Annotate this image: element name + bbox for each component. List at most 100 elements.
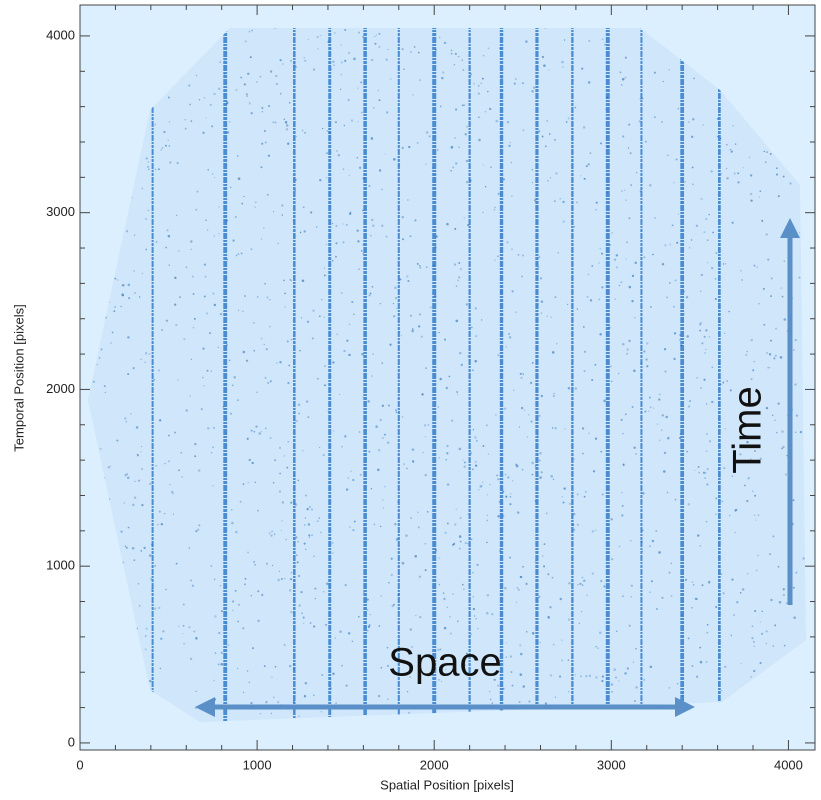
speckle	[409, 50, 412, 53]
speckle	[661, 596, 664, 599]
speckle	[283, 643, 286, 646]
speckle	[595, 646, 597, 648]
speckle	[264, 141, 267, 144]
speckle	[257, 509, 259, 512]
speckle	[526, 436, 528, 438]
speckle	[357, 240, 360, 243]
speckle	[422, 452, 424, 454]
speckle	[281, 501, 285, 504]
speckle	[250, 701, 253, 705]
speckle	[371, 224, 375, 227]
speckle	[213, 679, 215, 682]
speckle	[729, 389, 732, 392]
speckle	[195, 529, 198, 533]
speckle	[406, 467, 408, 470]
speckle	[486, 611, 489, 615]
speckle	[439, 377, 442, 381]
speckle	[290, 571, 293, 574]
speckle	[615, 266, 618, 269]
speckle	[353, 313, 355, 316]
speckle	[209, 103, 212, 106]
speckle	[751, 625, 754, 628]
speckle	[581, 427, 585, 430]
speckle	[269, 437, 272, 440]
speckle	[554, 696, 557, 698]
speckle	[403, 68, 405, 71]
speckle	[236, 399, 239, 402]
speckle	[277, 700, 280, 704]
speckle	[120, 530, 123, 533]
speckle	[373, 523, 376, 526]
speckle	[495, 119, 499, 123]
speckle	[450, 169, 452, 172]
speckle	[423, 424, 427, 427]
speckle	[369, 613, 371, 616]
speckle	[629, 539, 632, 542]
speckle	[218, 233, 220, 235]
speckle	[96, 363, 99, 366]
speckle	[674, 279, 677, 282]
speckle	[793, 349, 795, 351]
speckle	[361, 353, 364, 356]
speckle	[749, 192, 753, 196]
speckle	[127, 336, 130, 339]
speckle	[169, 161, 172, 164]
speckle	[732, 125, 734, 127]
x-tick-label: 1000	[243, 757, 272, 772]
speckle	[630, 184, 633, 186]
speckle	[630, 595, 633, 598]
speckle	[712, 231, 714, 234]
speckle	[220, 651, 224, 655]
speckle	[230, 509, 233, 511]
speckle	[211, 125, 214, 128]
speckle	[195, 637, 198, 640]
speckle	[519, 372, 522, 375]
speckle	[555, 172, 558, 175]
speckle	[369, 292, 372, 295]
speckle	[307, 523, 311, 526]
speckle	[531, 473, 534, 476]
speckle	[304, 517, 307, 519]
speckle	[164, 144, 167, 147]
speckle	[318, 517, 321, 519]
speckle	[666, 296, 668, 299]
speckle	[114, 306, 116, 308]
speckle	[644, 140, 647, 143]
speckle	[748, 156, 751, 159]
speckle	[631, 274, 635, 277]
speckle	[503, 407, 507, 410]
speckle	[489, 483, 491, 486]
speckle	[190, 358, 193, 361]
speckle	[261, 106, 264, 110]
speckle	[530, 381, 533, 385]
speckle	[663, 451, 667, 455]
speckle	[193, 630, 196, 633]
speckle	[582, 326, 585, 328]
speckle	[161, 329, 163, 331]
speckle	[703, 231, 706, 234]
speckle	[144, 361, 147, 364]
speckle	[382, 507, 384, 509]
x-tick-label: 4000	[774, 757, 803, 772]
speckle	[161, 147, 164, 149]
speckle	[252, 321, 255, 324]
speckle	[212, 446, 215, 449]
speckle	[361, 35, 364, 38]
speckle	[344, 28, 347, 31]
axes: 0 1000 2000 3000 4000 0 1000 2000 3000 4000	[46, 5, 815, 772]
speckle	[526, 631, 528, 633]
speckle	[384, 485, 386, 488]
speckle	[721, 500, 724, 503]
speckle	[795, 571, 798, 574]
speckle	[458, 146, 460, 148]
speckle	[601, 286, 604, 289]
speckle	[455, 319, 459, 323]
speckle	[334, 32, 336, 34]
speckle	[725, 167, 728, 170]
speckle	[507, 476, 510, 479]
speckle	[576, 201, 578, 204]
speckle	[168, 144, 171, 147]
speckle	[559, 198, 561, 200]
speckle	[206, 229, 209, 231]
speckle	[220, 610, 224, 613]
